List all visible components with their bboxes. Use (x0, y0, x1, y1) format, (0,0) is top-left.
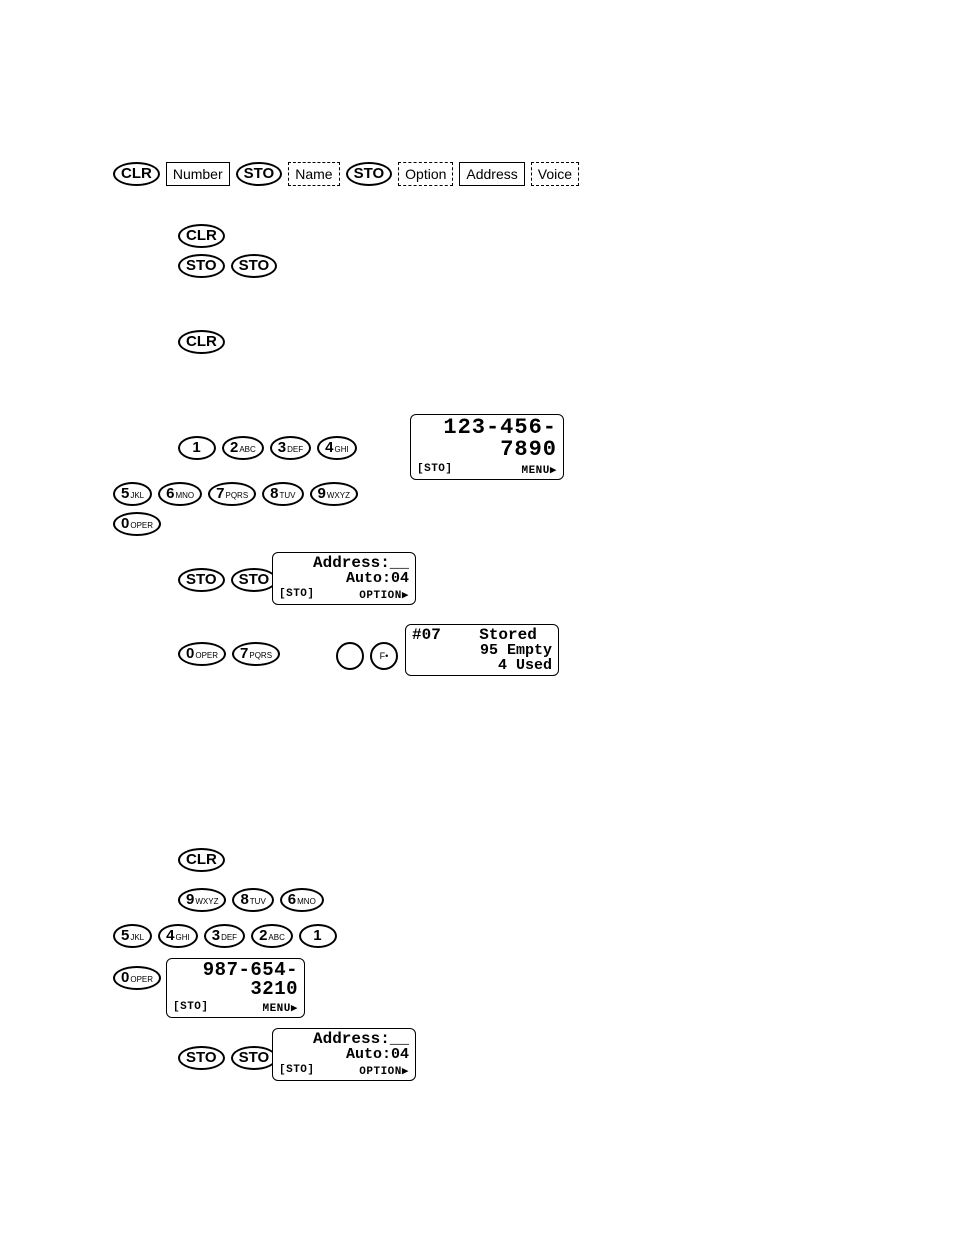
address-box: Address (459, 162, 524, 186)
clr-key[interactable]: CLR (178, 848, 225, 872)
key-1[interactable]: 1 (178, 436, 216, 460)
key-7[interactable]: 7PQRS (208, 482, 256, 506)
sto-key[interactable]: STO (231, 568, 278, 592)
lcd-address-2: Address:__ Auto:04 [STO] OPTION▶ (272, 1028, 416, 1081)
key-7[interactable]: 7PQRS (232, 642, 280, 666)
lcd-number-2: 987-654-3210 (173, 961, 298, 999)
key-9[interactable]: 9WXYZ (310, 482, 358, 506)
clr-row-3: CLR (178, 848, 225, 872)
key-1[interactable]: 1 (299, 924, 337, 948)
lcd-stored: #07 Stored 95 Empty 4 Used (405, 624, 559, 676)
key-8[interactable]: 8TUV (262, 482, 303, 506)
key-8[interactable]: 8TUV (232, 888, 273, 912)
sto-key[interactable]: STO (178, 568, 225, 592)
clr-row-1: CLR (178, 224, 225, 248)
lcd-option-label: OPTION▶ (359, 588, 409, 602)
key-0[interactable]: 0OPER (113, 966, 161, 990)
clr-key[interactable]: CLR (113, 162, 160, 186)
key-6[interactable]: 6MNO (280, 888, 324, 912)
option-box: Option (398, 162, 453, 186)
keypad-row-3: 0OPER (113, 512, 161, 536)
sto-key[interactable]: STO (178, 254, 225, 278)
key-4[interactable]: 4GHI (317, 436, 357, 460)
sto-key[interactable]: STO (178, 1046, 225, 1070)
key-9[interactable]: 9WXYZ (178, 888, 226, 912)
lcd-option-label: OPTION▶ (359, 1064, 409, 1078)
lcd-phone-2: 987-654-3210 [STO] MENU▶ (166, 958, 305, 1018)
keypad2-row-2: 5JKL 4GHI 3DEF 2ABC 1 (113, 924, 337, 948)
keypad-row-2: 5JKL 6MNO 7PQRS 8TUV 9WXYZ (113, 482, 358, 506)
keypad2-row-3: 0OPER (113, 966, 161, 990)
lcd-stored-used: 4 Used (412, 658, 552, 673)
sto-key[interactable]: STO (231, 1046, 278, 1070)
blank-round-key[interactable] (336, 642, 364, 670)
key-0[interactable]: 0OPER (178, 642, 226, 666)
sto-key-2[interactable]: STO (346, 162, 393, 186)
number-box: Number (166, 162, 230, 186)
keypad2-row-1: 9WXYZ 8TUV 6MNO (178, 888, 324, 912)
key-5[interactable]: 5JKL (113, 482, 152, 506)
fe-round-key[interactable]: F• (370, 642, 398, 670)
lcd-stored-empty: 95 Empty (412, 643, 552, 658)
clr-key[interactable]: CLR (178, 224, 225, 248)
lcd-stored-header: #07 Stored (412, 627, 552, 643)
lcd-sto-label: [STO] (279, 588, 315, 602)
lcd-address-title: Address:__ (279, 555, 409, 571)
key-6[interactable]: 6MNO (158, 482, 202, 506)
zero-seven-row: 0OPER 7PQRS (178, 642, 280, 666)
clr-row-2: CLR (178, 330, 225, 354)
top-sequence: CLR Number STO Name STO Option Address V… (113, 162, 579, 186)
sto-sto-addr-row-2: STO STO (178, 1046, 277, 1070)
lcd-menu-label: MENU▶ (521, 463, 557, 477)
lcd-phone-1: 123-456-7890 [STO] MENU▶ (410, 414, 564, 480)
lcd-menu-label: MENU▶ (262, 1001, 298, 1015)
sto-sto-addr-row: STO STO (178, 568, 277, 592)
clr-key[interactable]: CLR (178, 330, 225, 354)
lcd-sto-label: [STO] (279, 1064, 315, 1078)
sto-key[interactable]: STO (236, 162, 283, 186)
key-3[interactable]: 3DEF (204, 924, 245, 948)
lcd-address-auto: Auto:04 (279, 571, 409, 586)
page: CLR Number STO Name STO Option Address V… (0, 0, 954, 1235)
lcd-address-1: Address:__ Auto:04 [STO] OPTION▶ (272, 552, 416, 605)
sto-key[interactable]: STO (231, 254, 278, 278)
lcd-number: 123-456-7890 (417, 417, 557, 461)
lcd-address-title: Address:__ (279, 1031, 409, 1047)
name-box: Name (288, 162, 339, 186)
keypad-row-1: 1 2ABC 3DEF 4GHI (178, 436, 357, 460)
sto-sto-row: STO STO (178, 254, 277, 278)
lcd-sto-label: [STO] (417, 463, 453, 477)
key-5[interactable]: 5JKL (113, 924, 152, 948)
lcd-sto-label: [STO] (173, 1001, 209, 1015)
key-3[interactable]: 3DEF (270, 436, 311, 460)
voice-box: Voice (531, 162, 579, 186)
round-keys-row: F• (336, 642, 398, 670)
key-4[interactable]: 4GHI (158, 924, 198, 948)
key-0[interactable]: 0OPER (113, 512, 161, 536)
key-2[interactable]: 2ABC (251, 924, 293, 948)
lcd-address-auto: Auto:04 (279, 1047, 409, 1062)
key-2[interactable]: 2ABC (222, 436, 264, 460)
